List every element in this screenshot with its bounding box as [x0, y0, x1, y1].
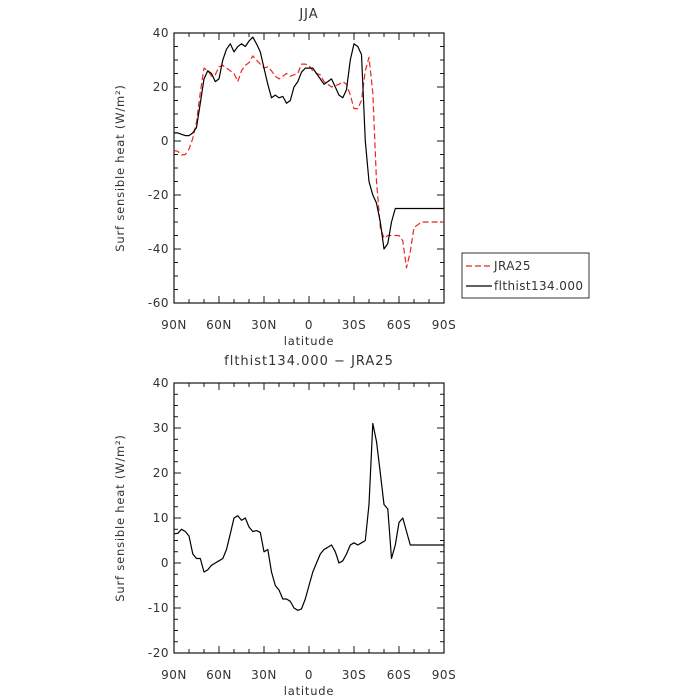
top-plot-frame	[173, 32, 445, 304]
top-series-lines	[173, 36, 444, 269]
bottom-x-tick-label: 90S	[432, 668, 456, 682]
legend: JRA25 flthist134.000	[461, 252, 590, 299]
bottom-y-tick-label: 0	[161, 556, 169, 570]
bottom-y-tick-label: 40	[153, 376, 169, 390]
top-y-tick-label: -40	[148, 242, 169, 256]
bottom-x-tick-label: 90N	[161, 668, 187, 682]
top-x-axis-label: latitude	[284, 334, 335, 348]
top-x-tick-label: 60S	[387, 318, 411, 332]
legend-box	[461, 252, 590, 299]
bottom-y-tick-label: 20	[153, 466, 169, 480]
top-panel: JJA -60 -40 -20 0 20 40 90N 60N 30N 0 30S 60S 90S l…	[113, 7, 456, 348]
top-y-axis-label: Surf sensible heat (W/m²)	[113, 84, 127, 251]
top-x-tick-label: 90S	[432, 318, 456, 332]
bottom-plot-frame	[173, 382, 445, 654]
top-x-tick-label: 30S	[342, 318, 366, 332]
top-x-tick-label: 90N	[161, 318, 187, 332]
bottom-x-tick-label: 60S	[387, 668, 411, 682]
bottom-y-tick-label: 10	[153, 511, 169, 525]
bottom-series-lines	[173, 422, 444, 611]
top-x-tick-label: 60N	[206, 318, 232, 332]
top-series-line-0	[173, 55, 444, 269]
top-y-tick-label: 40	[153, 26, 169, 40]
bottom-x-axis: 90N 60N 30N 0 30S 60S 90S	[161, 383, 456, 682]
top-x-tick-label: 30N	[251, 318, 277, 332]
bottom-chart-title: flthist134.000 − JRA25	[224, 354, 394, 369]
bottom-y-axis-label: Surf sensible heat (W/m²)	[113, 434, 127, 601]
bottom-y-axis: -20 -10 0 10 20 30 40	[148, 376, 444, 660]
top-y-tick-label: 0	[161, 134, 169, 148]
top-y-tick-label: -20	[148, 188, 169, 202]
bottom-x-tick-label: 60N	[206, 668, 232, 682]
bottom-y-tick-label: -20	[148, 646, 169, 660]
top-x-tick-label: 0	[305, 318, 313, 332]
legend-label-flthist: flthist134.000	[494, 279, 583, 293]
bottom-x-axis-label: latitude	[284, 684, 335, 698]
bottom-y-tick-label: -10	[148, 601, 169, 615]
bottom-x-tick-label: 30N	[251, 668, 277, 682]
top-series-line-1	[174, 36, 444, 250]
bottom-x-tick-label: 30S	[342, 668, 366, 682]
bottom-panel: flthist134.000 − JRA25 -20 -10 0 10 20 30 40 9…	[113, 354, 456, 698]
top-y-tick-label: 20	[153, 80, 169, 94]
legend-label-jra25: JRA25	[493, 259, 531, 273]
bottom-x-tick-label: 0	[305, 668, 313, 682]
top-chart-title: JJA	[298, 7, 318, 22]
bottom-y-tick-label: 30	[153, 421, 169, 435]
bottom-series-line-0	[173, 422, 444, 611]
top-y-axis: -60 -40 -20 0 20 40	[148, 26, 444, 310]
top-x-axis: 90N 60N 30N 0 30S 60S 90S	[161, 33, 456, 332]
top-y-tick-label: -60	[148, 296, 169, 310]
